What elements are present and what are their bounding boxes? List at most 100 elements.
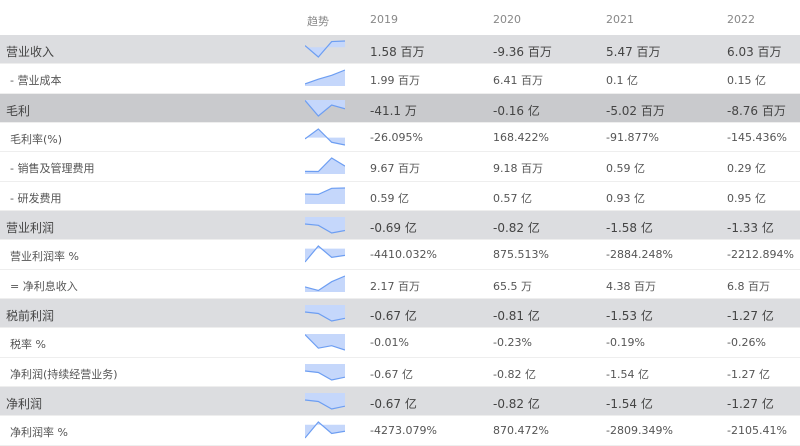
row-label: 净利润率 % xyxy=(10,426,68,440)
row-label: 营业利润率 % xyxy=(10,250,79,264)
row-label: 净利润(持续经营业务) xyxy=(10,367,118,381)
value-cell-2020: 875.513% xyxy=(493,248,549,262)
value-cell-2022: -2105.41% xyxy=(727,424,787,438)
value-cell-2022: -0.26% xyxy=(727,336,766,350)
sparkline-line xyxy=(305,69,345,85)
value-cell-2019: 9.67 百万 xyxy=(370,162,420,176)
table-row[interactable]: 税前利润 -0.67 亿 -0.81 亿 -1.53 亿 -1.27 亿 xyxy=(0,299,800,329)
trend-sparkline-icon xyxy=(305,421,345,439)
value-cell-2022: -1.27 亿 xyxy=(727,309,774,324)
sparkline-line xyxy=(305,187,345,195)
value-cell-2019: -0.69 亿 xyxy=(370,221,417,236)
row-label: 营业收入 xyxy=(6,45,55,59)
sparkline-line xyxy=(305,399,345,410)
value-cell-2020: -0.16 亿 xyxy=(493,103,540,118)
trend-sparkline-icon xyxy=(305,393,345,410)
value-cell-2021: 0.1 亿 xyxy=(606,74,638,88)
value-cell-2019: -26.095% xyxy=(370,131,423,145)
value-cell-2022: 0.95 亿 xyxy=(727,191,766,205)
value-cell-2022: -1.33 亿 xyxy=(727,221,774,236)
table-row[interactable]: 营业利润率 % -4410.032% 875.513% -2884.248% -2212… xyxy=(0,240,800,270)
year-header-2019: 2019 xyxy=(370,13,398,26)
value-cell-2019: 0.59 亿 xyxy=(370,191,409,205)
table-row[interactable]: = 净利息收入 2.17 百万 65.5 万 4.38 百万 6.8 百万 xyxy=(0,270,800,300)
row-label: 毛利 xyxy=(6,103,31,118)
trend-sparkline-icon xyxy=(305,128,345,146)
sparkline-area xyxy=(305,129,345,146)
sparkline-line xyxy=(305,40,345,58)
sparkline-area xyxy=(305,217,345,234)
value-cell-2022: 0.29 亿 xyxy=(727,162,766,176)
table-row[interactable]: 毛利率(%) -26.095% 168.422% -91.877% -145.436% xyxy=(0,123,800,153)
value-cell-2021: -0.19% xyxy=(606,336,645,350)
table-row[interactable]: 净利润 -0.67 亿 -0.82 亿 -1.54 亿 -1.27 亿 xyxy=(0,387,800,417)
value-cell-2020: 0.57 亿 xyxy=(493,191,532,205)
value-cell-2021: 0.93 亿 xyxy=(606,191,645,205)
sparkline-area xyxy=(305,363,345,380)
sparkline-area xyxy=(305,158,345,175)
sparkline-line xyxy=(305,157,345,173)
value-cell-2022: -145.436% xyxy=(727,131,787,145)
value-cell-2022: 6.03 百万 xyxy=(727,45,782,59)
value-cell-2022: -1.27 亿 xyxy=(727,397,774,412)
table-row[interactable]: 净利润(持续经营业务) -0.67 亿 -0.82 亿 -1.54 亿 -1.27 亿 xyxy=(0,358,800,388)
value-cell-2022: -1.27 亿 xyxy=(727,367,770,381)
value-cell-2019: 2.17 百万 xyxy=(370,279,420,293)
table-row[interactable]: 税率 % -0.01% -0.23% -0.19% -0.26% xyxy=(0,328,800,358)
value-cell-2019: -4410.032% xyxy=(370,248,437,262)
sparkline-line xyxy=(305,99,345,117)
sparkline-line xyxy=(305,245,345,263)
table-row[interactable]: - 研发费用 0.59 亿 0.57 亿 0.93 亿 0.95 亿 xyxy=(0,182,800,212)
table-row[interactable]: 净利润率 % -4273.079% 870.472% -2809.349% -2105.… xyxy=(0,416,800,446)
value-cell-2021: -1.53 亿 xyxy=(606,309,653,324)
sparkline-line xyxy=(305,421,345,439)
trend-sparkline-icon xyxy=(305,40,345,58)
row-label: 营业利润 xyxy=(6,221,55,236)
table-row[interactable]: 营业收入 1.58 百万 -9.36 百万 5.47 百万 6.03 百万 xyxy=(0,35,800,65)
sparkline-line xyxy=(305,370,345,381)
row-label: 净利润 xyxy=(6,397,43,412)
value-cell-2019: 1.99 百万 xyxy=(370,74,420,88)
value-cell-2021: 4.38 百万 xyxy=(606,279,656,293)
value-cell-2022: 6.8 百万 xyxy=(727,279,770,293)
row-label: 税前利润 xyxy=(6,309,55,324)
table-row[interactable]: - 销售及管理费用 9.67 百万 9.18 百万 0.59 亿 0.29 亿 xyxy=(0,152,800,182)
table-header: 趋势 2019 2020 2021 2022 xyxy=(0,0,800,35)
value-cell-2021: -2809.349% xyxy=(606,424,673,438)
trend-sparkline-icon xyxy=(305,217,345,234)
financial-table: 营业收入 1.58 百万 -9.36 百万 5.47 百万 6.03 百万 - 营业成本 1… xyxy=(0,35,800,446)
value-cell-2022: -2212.894% xyxy=(727,248,794,262)
year-header-2021: 2021 xyxy=(606,13,634,26)
value-cell-2020: -0.82 亿 xyxy=(493,397,540,412)
row-label: 税率 % xyxy=(10,338,46,352)
sparkline-line xyxy=(305,128,345,146)
trend-sparkline-icon xyxy=(305,305,345,322)
value-cell-2022: -8.76 百万 xyxy=(727,103,786,118)
value-cell-2019: -0.01% xyxy=(370,336,409,350)
value-cell-2019: -4273.079% xyxy=(370,424,437,438)
trend-sparkline-icon xyxy=(305,99,345,117)
sparkline-area xyxy=(305,305,345,322)
value-cell-2020: -0.81 亿 xyxy=(493,309,540,324)
trend-sparkline-icon xyxy=(305,334,345,352)
trend-header: 趋势 xyxy=(307,15,329,28)
value-cell-2019: 1.58 百万 xyxy=(370,45,425,59)
trend-sparkline-icon xyxy=(305,157,345,175)
sparkline-area xyxy=(305,187,345,204)
table-row[interactable]: 毛利 -41.1 万 -0.16 亿 -5.02 百万 -8.76 百万 xyxy=(0,93,800,124)
value-cell-2019: -0.67 亿 xyxy=(370,367,413,381)
value-cell-2021: -1.54 亿 xyxy=(606,397,653,412)
value-cell-2020: -0.82 亿 xyxy=(493,367,536,381)
sparkline-line xyxy=(305,334,345,352)
sparkline-area xyxy=(305,334,345,351)
row-label: 毛利率(%) xyxy=(10,133,63,147)
row-label: - 研发费用 xyxy=(10,191,62,205)
value-cell-2021: 0.59 亿 xyxy=(606,162,645,176)
trend-sparkline-icon xyxy=(305,245,345,263)
row-label: - 营业成本 xyxy=(10,74,62,88)
value-cell-2020: 6.41 百万 xyxy=(493,74,543,88)
table-row[interactable]: 营业利润 -0.69 亿 -0.82 亿 -1.58 亿 -1.33 亿 xyxy=(0,211,800,241)
value-cell-2021: -2884.248% xyxy=(606,248,673,262)
table-row[interactable]: - 营业成本 1.99 百万 6.41 百万 0.1 亿 0.15 亿 xyxy=(0,64,800,94)
value-cell-2020: 870.472% xyxy=(493,424,549,438)
